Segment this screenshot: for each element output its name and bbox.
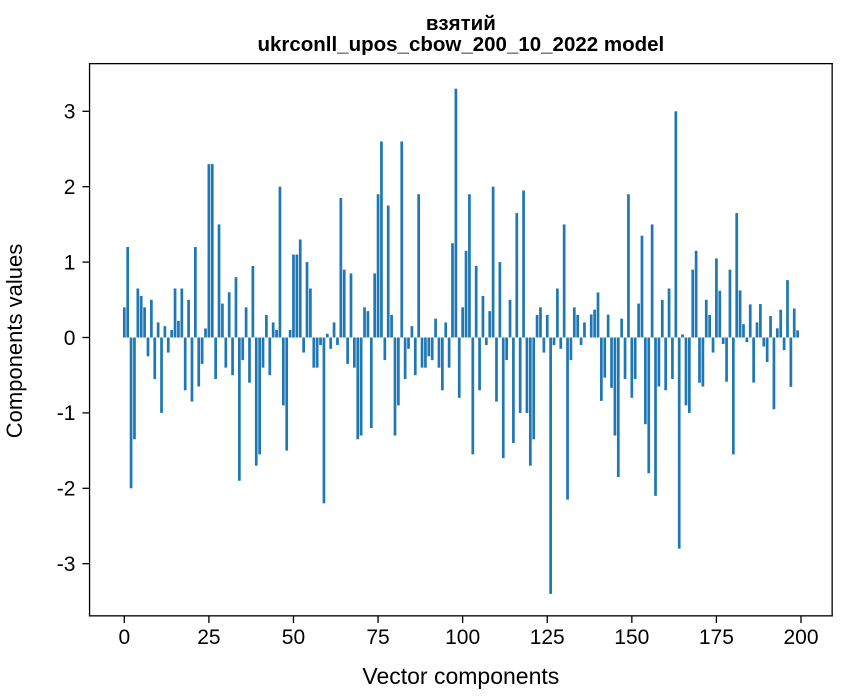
svg-text:0: 0 xyxy=(118,626,130,649)
svg-text:200: 200 xyxy=(783,626,818,649)
svg-text:75: 75 xyxy=(366,626,389,649)
svg-text:125: 125 xyxy=(530,626,565,649)
svg-text:3: 3 xyxy=(64,101,76,124)
svg-text:-1: -1 xyxy=(57,402,76,425)
svg-text:-3: -3 xyxy=(57,553,76,576)
svg-text:100: 100 xyxy=(445,626,480,649)
svg-text:-2: -2 xyxy=(57,478,76,501)
svg-text:25: 25 xyxy=(197,626,220,649)
svg-text:0: 0 xyxy=(64,327,76,350)
svg-text:150: 150 xyxy=(614,626,649,649)
svg-text:175: 175 xyxy=(699,626,734,649)
svg-text:2: 2 xyxy=(64,176,76,199)
svg-text:1: 1 xyxy=(64,251,76,274)
svg-text:50: 50 xyxy=(282,626,305,649)
